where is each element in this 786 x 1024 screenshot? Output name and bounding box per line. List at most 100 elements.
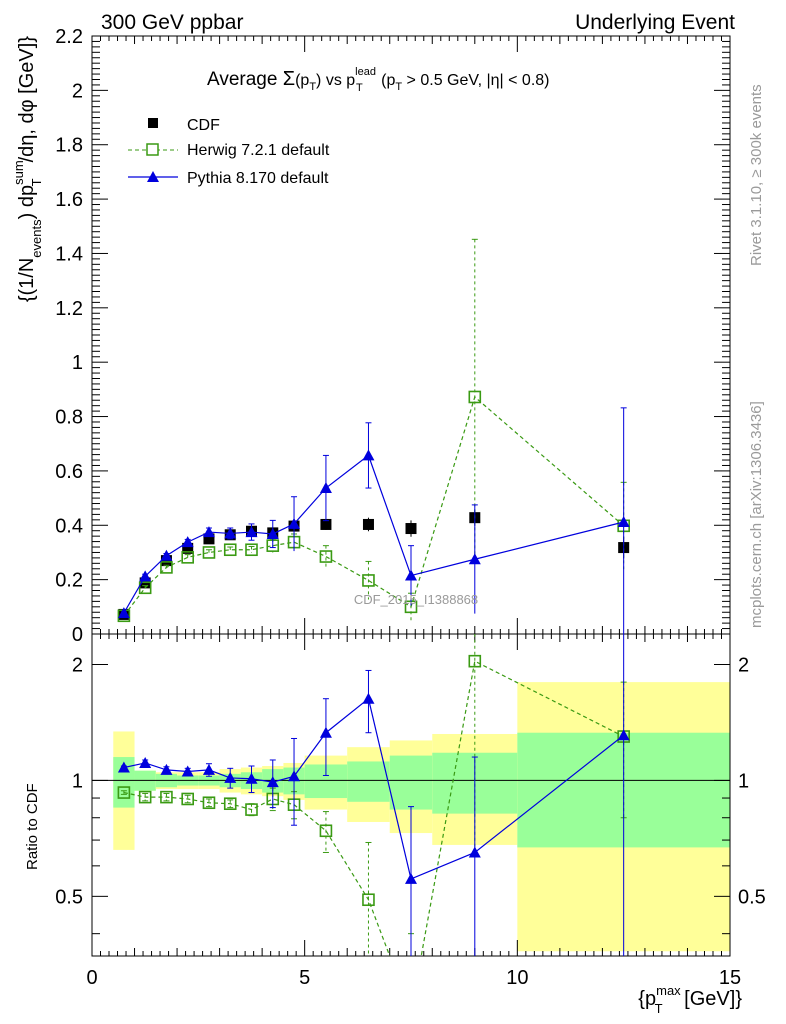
xlabel-sup: max [656,983,681,998]
legend-marker-pythia [147,171,159,182]
analysis-watermark: CDF_2015_I1388868 [354,592,478,607]
pythia-ratio-point [181,765,194,777]
y-tick-label: 0.8 [55,407,83,429]
herwig-point [223,543,237,557]
ylabel-sub1: events [29,219,44,258]
herwig-ratio-point [362,893,375,907]
herwig-ratio-point [319,824,333,838]
pythia-point [224,527,237,539]
pythia-ratio-line [123,697,625,880]
ratio-series [117,634,630,1018]
pythia-point [362,449,375,461]
herwig-ratio-point [245,803,258,816]
pythia-point [139,570,152,582]
pythia-point [117,607,130,619]
header-right-label: Underlying Event [575,11,735,34]
herwig-ratio-point [181,792,194,806]
cdf-point [182,542,194,554]
herwig-ratio-point [160,790,173,804]
ratio-uncertainty-bands [113,682,730,952]
pythia-ratio-point [117,761,130,773]
pythia-point [288,517,301,529]
y-tick-label: 1.8 [55,135,83,157]
xlabel-rest: [GeV]} [679,988,743,1010]
ratio-band-inner-11 [389,755,433,810]
y-tick-label: 1.4 [55,243,83,265]
herwig-point [160,561,173,574]
pythia-point [266,527,279,539]
herwig-ratio-point [406,1007,417,1018]
title-cut-rest: > 0.5 GeV, |η| < 0.8) [402,72,549,89]
pythia-point [319,482,332,494]
x-tick-label: 5 [299,967,310,989]
pythia-point [468,553,481,565]
ylabel-part2: ) dp [16,185,38,219]
herwig-point [245,543,258,557]
title-sum-arg: (p [295,72,309,89]
pythia-ratio-point [202,763,215,775]
y-tick-label: 1.6 [55,189,83,211]
xlabel-sub: T [655,1001,663,1016]
mcplots-side-label: mcplots.cern.ch [arXiv:1306.3436] [748,401,765,628]
herwig-point [362,574,375,587]
herwig-ratio-point [468,654,482,668]
x-tick-label: 10 [506,967,528,989]
y-tick-label: 0.4 [55,515,83,537]
cdf-point [203,533,215,545]
herwig-ratio-point [202,796,216,810]
legend-label-cdf: CDF [187,117,220,134]
pythia-ratio-point [160,763,173,775]
main-series [117,238,630,634]
title-lead-sub: T [356,82,363,94]
pythia-ratio-point [362,692,375,704]
ratio-band-inner-10 [347,761,390,802]
title-cut-sub: T [395,81,402,93]
title-lead-sup: lead [355,66,376,78]
title-sum-close: ) [316,72,321,89]
x-tick-label: 0 [86,967,97,989]
pythia-ratio-point [224,771,237,783]
y-tick-label: 1 [72,352,83,374]
title-sum-sub: T [309,81,316,93]
y-tick-label: 0.6 [55,461,83,483]
herwig-line [123,395,625,617]
y-tick-label: 2 [72,80,83,102]
ratio-tick-label-left: 1 [72,770,83,792]
herwig-ratio-line [123,660,624,956]
legend-label-pythia: Pythia 8.170 default [187,170,329,187]
plot-title: Average Σ(pT) vs plead T (pT > 0.5 GeV, |… [207,66,549,94]
xlabel-open: {p [638,988,656,1010]
pythia-ratio-point [245,772,258,784]
ratio-y-axis-label: Ratio to CDF [24,783,41,870]
legend-label-herwig: Herwig 7.2.1 default [187,142,330,159]
pythia-line [123,454,624,614]
y-axis-label: {(1/Nevents) dpsum T/dη, dφ [GeV]} [11,36,44,302]
x-tick-label: 15 [719,967,741,989]
header-left-label: 300 GeV ppbar [101,11,243,34]
pythia-ratio-point [288,770,301,782]
legend-marker-cdf [148,118,158,128]
ylabel-part1: {(1/N [16,258,38,302]
cdf-point [320,518,332,530]
pythia-ratio-point [266,776,279,788]
herwig-ratio-point [138,790,152,804]
x-axis-label: {pmax T [GeV]} [638,983,742,1016]
title-sigma: Σ [283,68,295,90]
pythia-point [617,516,630,528]
pythia-ratio-point [617,729,630,741]
pythia-ratio-point [139,756,152,768]
ylabel-sub2: T [29,178,44,186]
pythia-ratio-point [319,726,332,738]
pythia-point [202,526,215,538]
pythia-point [245,526,258,538]
cdf-point [405,523,417,535]
herwig-point [181,551,194,564]
legend-marker-herwig [146,143,159,156]
herwig-point [319,550,333,563]
herwig-point [138,581,152,595]
legend: CDF Herwig 7.2.1 default Pythia 8.170 de… [128,117,330,187]
ratio-tick-label-left: 0.5 [55,886,83,908]
ratio-tick-label-left: 2 [72,654,83,676]
title-vs: vs p [321,72,355,89]
